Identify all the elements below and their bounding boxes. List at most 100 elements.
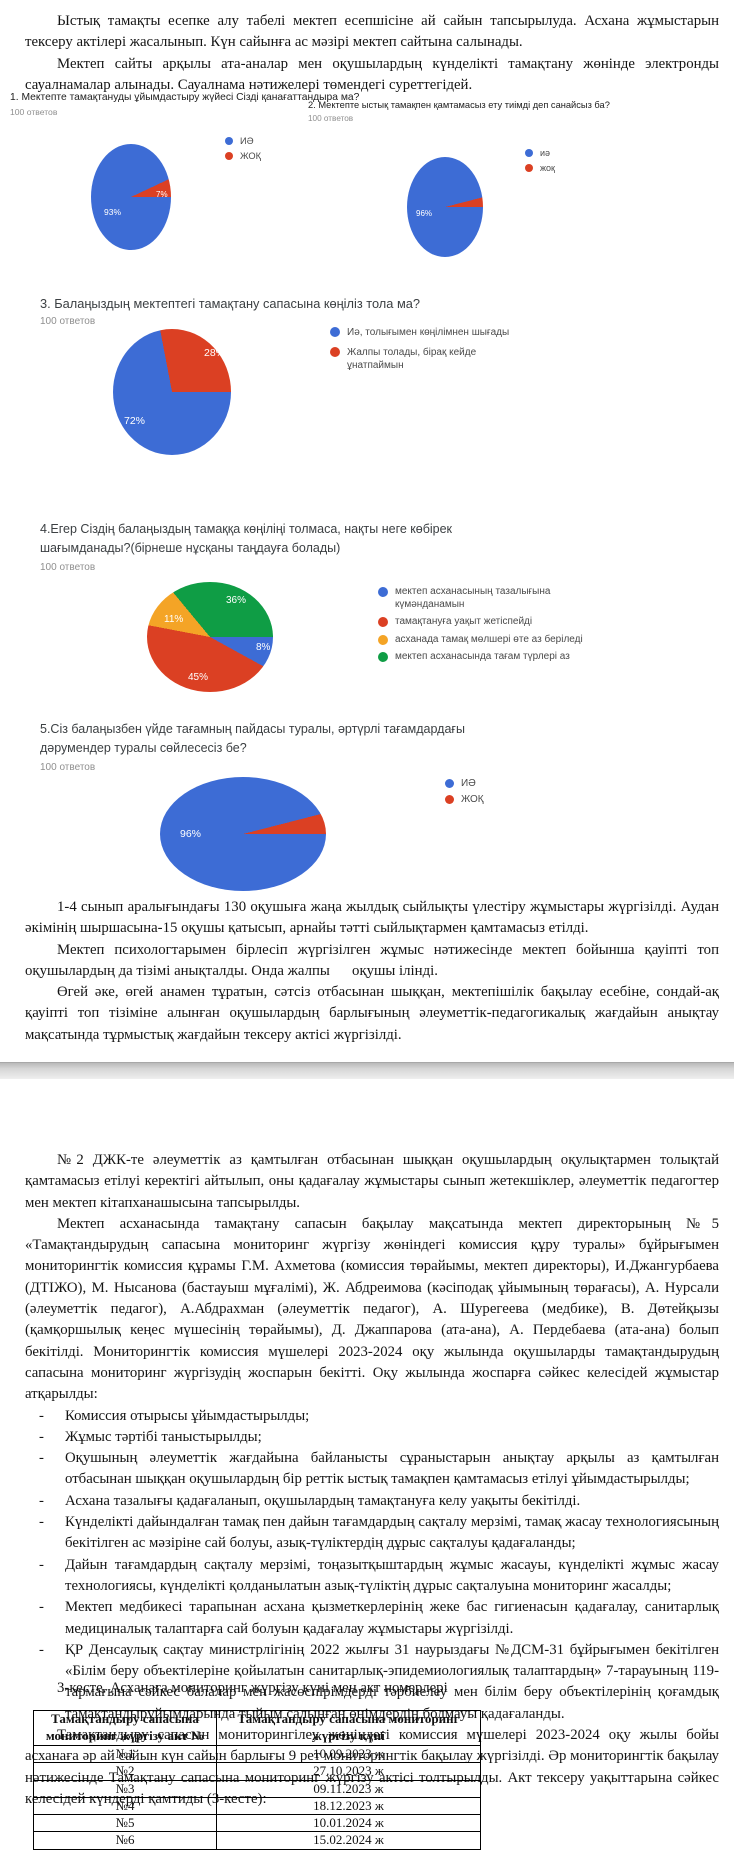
- chart-5: 5.Сіз балаңызбен үйде тағамның пайдасы т…: [40, 720, 700, 900]
- pie-value-label: 96%: [416, 209, 433, 218]
- legend-item: мектеп асханасында тағам түрлері аз: [378, 651, 608, 664]
- legend-color-dot: [225, 152, 233, 160]
- legend-item: ЖОҚ: [225, 151, 261, 161]
- legend-color-dot: [378, 617, 388, 627]
- list-item: Оқушының әлеуметтік жағдайына байланысты…: [25, 1448, 719, 1491]
- list-item: Асхана тазалығы қадағаланып, оқушылардың…: [25, 1491, 719, 1513]
- paragraph: Мектеп сайты арқылы ата-аналар мен оқушы…: [25, 55, 719, 93]
- pie-chart: [147, 582, 273, 692]
- legend-label: тамақтануға уақыт жетіспейді: [395, 616, 533, 627]
- table-header-cell: Тамақтандыру сапасына мониторинг жүргізу…: [216, 1710, 481, 1746]
- legend-label: мектеп асханасының тазалығына күмәнданам…: [395, 586, 551, 610]
- legend-item: жоқ: [525, 163, 555, 173]
- paragraph: 1-4 сынып аралығындағы 130 оқушыға жаңа …: [25, 899, 719, 937]
- chart-title: 3. Балаңыздың мектептегі тамақтану сапас…: [40, 296, 420, 311]
- legend-item: ИӘ: [225, 136, 261, 146]
- responses-count: 100 ответов: [40, 761, 96, 773]
- legend-color-dot: [525, 149, 533, 157]
- pie-value-label: 8%: [256, 642, 271, 653]
- legend-item: ИӘ: [445, 778, 484, 789]
- pie-chart: [407, 157, 483, 257]
- table-cell: 09.11.2023 ж: [216, 1779, 481, 1798]
- pie-value-label: 93%: [104, 207, 122, 217]
- chart-legend: иә жоқ: [525, 148, 555, 173]
- table-row: №6 15.02.2024 ж: [33, 1831, 481, 1850]
- legend-label: ИӘ: [461, 778, 476, 789]
- intro-section: Ыстық тамақты есепке алу табелі мектеп е…: [25, 11, 719, 96]
- mid-section: 1-4 сынып аралығындағы 130 оқушыға жаңа …: [25, 897, 719, 1046]
- responses-count: 100 ответов: [40, 561, 96, 573]
- table-cell: 27.10.2023 ж: [216, 1762, 481, 1781]
- paragraph: Мектеп психологтарымен бірлесіп жүргізіл…: [25, 941, 719, 979]
- legend-color-dot: [378, 634, 388, 645]
- legend-item: иә: [525, 148, 555, 158]
- list-item: Дайын тағамдардың сақталу мерзімі, тоңаз…: [25, 1555, 719, 1598]
- legend-label: ЖОҚ: [240, 151, 262, 161]
- page-break-separator: [0, 1062, 734, 1079]
- pie-value-label: 11%: [164, 614, 184, 625]
- table-cell: №1: [33, 1744, 217, 1764]
- table-cell: №4: [33, 1796, 217, 1816]
- table-cell: №2: [33, 1762, 217, 1781]
- chart-title: 2. Мектепте ыстық тамақпен қамтамасыз ет…: [308, 100, 610, 110]
- pie-value-label: 7%: [156, 190, 168, 199]
- chart-1: 1. Мектепте тамақтануды ұйымдастыру жүйе…: [10, 92, 365, 257]
- responses-count: 100 ответов: [10, 107, 58, 117]
- list-item: Мектеп медбикесі тарапынан асхана қызмет…: [25, 1597, 719, 1640]
- table-cell: №3: [33, 1779, 217, 1798]
- responses-count: 100 ответов: [308, 114, 354, 123]
- legend-color-dot: [378, 587, 388, 597]
- pie-value-label: 36%: [226, 595, 247, 606]
- table-header-cell: Тамақтандыру сапасына мониторинг жүргізу…: [33, 1710, 217, 1746]
- table-row: №1 10.09.2023 ж: [33, 1744, 481, 1764]
- table-row: №2 27.10.2023 ж: [33, 1762, 481, 1781]
- legend-color-dot: [330, 327, 340, 337]
- chart-legend: мектеп асханасының тазалығына күмәнданам…: [378, 586, 608, 664]
- paragraph: №2 ДЖК-те әлеуметтік аз қамтылған отбасы…: [25, 1152, 719, 1211]
- legend-color-dot: [445, 779, 454, 788]
- pie-chart: [160, 777, 326, 891]
- legend-label: иә: [540, 148, 551, 158]
- chart-legend: ИӘ ЖОҚ: [225, 136, 261, 161]
- table-cell: 18.12.2023 ж: [216, 1796, 481, 1816]
- chart-3: 3. Балаңыздың мектептегі тамақтану сапас…: [40, 296, 700, 461]
- table-caption: 3-кесте. Асханаға мониторинг жүргізу күн…: [57, 1680, 448, 1696]
- pie-chart: [91, 144, 171, 250]
- pie-value-label: 96%: [180, 828, 202, 840]
- legend-color-dot: [330, 347, 340, 357]
- paragraph: Мектеп асханасында тамақтану сапасын бақ…: [25, 1215, 719, 1403]
- list-item: Комиссия отырысы ұйымдастырылды;: [25, 1406, 719, 1428]
- monitoring-table: Тамақтандыру сапасына мониторинг жүргізу…: [33, 1710, 481, 1850]
- chart-title: 5.Сіз балаңызбен үйде тағамның пайдасы т…: [40, 722, 465, 756]
- table-cell: 10.09.2023 ж: [216, 1744, 481, 1764]
- legend-label: асханада тамақ мөлшері өте аз беріледі: [395, 633, 583, 645]
- chart-title: 1. Мектепте тамақтануды ұйымдастыру жүйе…: [10, 92, 360, 103]
- legend-color-dot: [378, 652, 388, 662]
- legend-color-dot: [225, 137, 233, 145]
- work-list: Комиссия отырысы ұйымдастырылды; Жұмыс т…: [25, 1406, 719, 1725]
- table-row: №4 18.12.2023 ж: [33, 1796, 481, 1816]
- pie-value-label: 28%: [204, 347, 226, 359]
- list-item: Жұмыс тәртібі таныстырылды;: [25, 1427, 719, 1449]
- chart-2: 2. Мектепте ыстық тамақпен қамтамасыз ет…: [300, 100, 734, 260]
- chart-legend: Иә, толығымен көңілімнен шығады Жалпы то…: [330, 326, 560, 372]
- pie-value-label: 72%: [124, 415, 146, 427]
- table-cell: 15.02.2024 ж: [216, 1831, 481, 1850]
- chart-4: 4.Егер Сіздің балаңыздың тамаққа көңілің…: [40, 520, 700, 705]
- legend-item: тамақтануға уақыт жетіспейді: [378, 616, 608, 629]
- legend-item: асханада тамақ мөлшері өте аз беріледі: [378, 634, 608, 647]
- legend-color-dot: [525, 164, 533, 172]
- legend-label: Жалпы толады, бірақ кейде ұнатпаймын: [347, 347, 477, 371]
- pie-chart: [113, 329, 231, 455]
- paragraph: Ыстық тамақты есепке алу табелі мектеп е…: [25, 13, 719, 51]
- legend-color-dot: [445, 795, 454, 804]
- responses-count: 100 ответов: [40, 316, 96, 327]
- legend-label: ЖОҚ: [461, 794, 484, 805]
- legend-item: ЖОҚ: [445, 794, 484, 805]
- list-item: Күнделікті дайындалған тамақ пен дайын т…: [25, 1512, 719, 1555]
- table-cell: №6: [33, 1831, 217, 1850]
- legend-item: Жалпы толады, бірақ кейде ұнатпаймын: [330, 346, 560, 372]
- paragraph: Өгей әке, өгей анамен тұратын, сәтсіз от…: [25, 984, 719, 1043]
- table-cell: 10.01.2024 ж: [216, 1813, 481, 1833]
